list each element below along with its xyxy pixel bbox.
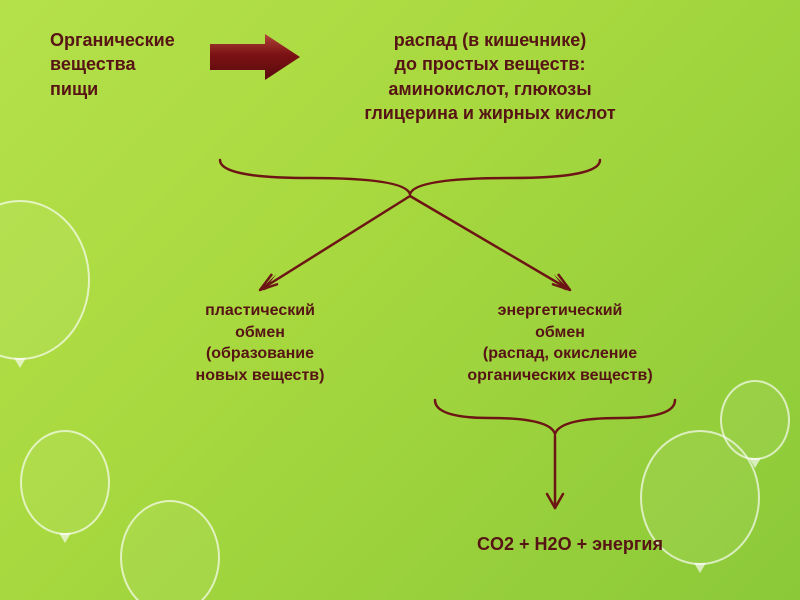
- text-line: глицерина и жирных кислот: [364, 103, 615, 123]
- text-line: вещества: [50, 54, 135, 74]
- text-line: (образование: [206, 345, 314, 362]
- flow-arrow-icon: [210, 34, 300, 80]
- text-line: пластический: [205, 302, 315, 319]
- brace-merge-connector: [420, 390, 690, 520]
- text-line: энергетический: [498, 302, 623, 319]
- text-line: (распад, окисление: [483, 345, 637, 362]
- text-line: органических веществ): [467, 367, 652, 384]
- text-line: обмен: [235, 324, 285, 341]
- text-line: Органические: [50, 30, 175, 50]
- label-plastic-metabolism: пластический обмен (образование новых ве…: [135, 300, 385, 386]
- label-products: CO2 + H2O + энергия: [440, 532, 700, 556]
- text-line: новых веществ): [196, 367, 325, 384]
- text-line: пищи: [50, 79, 98, 99]
- label-decomposition: распад (в кишечнике) до простых веществ:…: [300, 28, 680, 125]
- text-line: до простых веществ:: [395, 54, 586, 74]
- label-energy-metabolism: энергетический обмен (распад, окисление …: [430, 300, 690, 386]
- label-organic-substances: Органические вещества пищи: [50, 28, 230, 101]
- diagram-content: Органические вещества пищи распад (в киш…: [0, 0, 800, 600]
- text-line: распад (в кишечнике): [394, 30, 586, 50]
- brace-split-connector: [200, 150, 620, 300]
- text-line: аминокислот, глюкозы: [388, 79, 591, 99]
- text-line: CO2 + H2O + энергия: [477, 534, 663, 554]
- text-line: обмен: [535, 324, 585, 341]
